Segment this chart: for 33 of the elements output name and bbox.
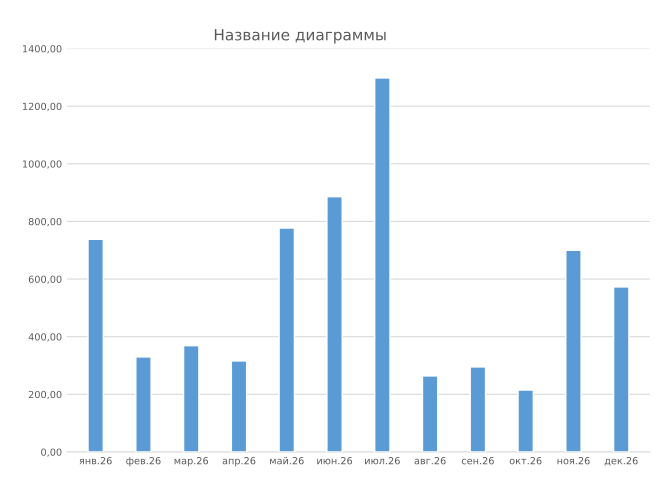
chart-title: Название диаграммы: [214, 29, 386, 44]
bar: [374, 77, 391, 452]
bar: [230, 360, 248, 452]
bar: [517, 389, 534, 452]
x-tick-label: авг.26: [414, 457, 446, 464]
x-tick-label: окт.26: [510, 457, 542, 464]
bar: [135, 356, 152, 452]
y-tick-label: 400,00: [28, 333, 62, 342]
bar: [565, 250, 582, 452]
x-tick-label: дек.26: [604, 457, 638, 466]
x-tick-label: янв.26: [80, 457, 112, 464]
x-tick-label: ноя.26: [558, 457, 590, 464]
x-tick-label: июл.26: [365, 457, 400, 464]
x-tick-label: мар.26: [174, 457, 208, 466]
x-tick-label: июн.26: [317, 457, 352, 464]
y-tick-label: 0,00: [41, 448, 62, 457]
bar: [182, 344, 200, 452]
y-tick-label: 1000,00: [23, 160, 62, 169]
x-tick-label: май.26: [270, 456, 304, 464]
y-tick-label: 600,00: [28, 276, 62, 284]
bar: [422, 375, 438, 452]
bar: [278, 227, 296, 452]
x-tick-label: сен.26: [462, 457, 494, 464]
x-tick-label: фев.26: [126, 457, 161, 466]
bar: [470, 366, 486, 452]
bar: [326, 196, 343, 452]
y-tick-label: 1400,00: [23, 45, 62, 54]
y-tick-label: 200,00: [28, 390, 62, 400]
y-tick-label: 1200,00: [23, 102, 62, 112]
x-tick-label: апр.26: [222, 457, 256, 466]
bar: [612, 286, 630, 452]
bar: [87, 238, 104, 452]
y-tick-label: 800,00: [28, 218, 62, 226]
